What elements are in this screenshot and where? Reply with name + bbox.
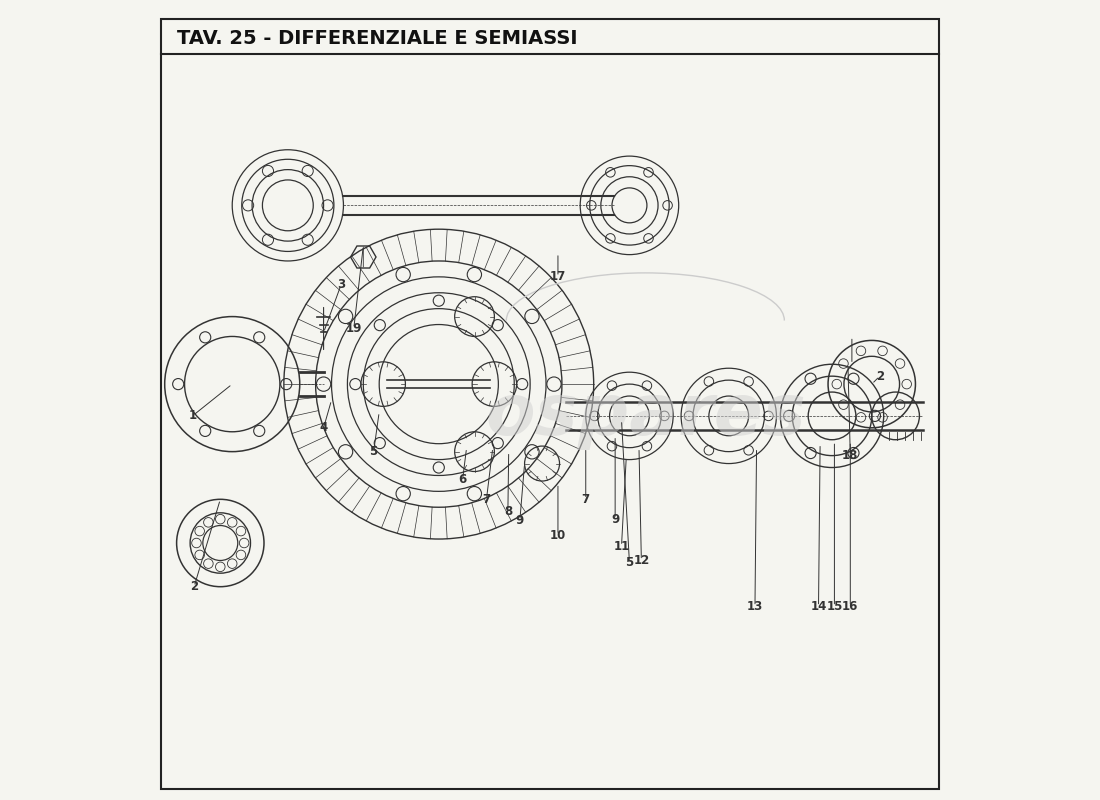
Text: 9: 9: [610, 513, 619, 526]
Text: 14: 14: [811, 600, 827, 613]
Text: ospares: ospares: [485, 382, 805, 450]
Text: 12: 12: [634, 554, 649, 567]
Text: 6: 6: [459, 473, 466, 486]
Text: TAV. 25 - DIFFERENZIALE E SEMIASSI: TAV. 25 - DIFFERENZIALE E SEMIASSI: [177, 29, 578, 48]
Text: 13: 13: [747, 600, 763, 613]
Text: 8: 8: [504, 505, 512, 518]
Text: 4: 4: [319, 422, 328, 434]
Text: 2: 2: [190, 580, 198, 593]
Text: 5: 5: [625, 556, 634, 570]
Text: 7: 7: [483, 493, 491, 506]
Text: 7: 7: [582, 493, 590, 506]
Text: 17: 17: [550, 270, 566, 283]
Text: 3: 3: [337, 278, 345, 291]
Text: 16: 16: [843, 600, 858, 613]
Text: 9: 9: [516, 514, 524, 527]
Text: 2: 2: [876, 370, 883, 382]
Text: 19: 19: [345, 322, 362, 335]
Text: 11: 11: [614, 540, 629, 553]
Text: 1: 1: [188, 410, 197, 422]
Text: 18: 18: [843, 449, 858, 462]
Text: 5: 5: [370, 445, 377, 458]
Text: 15: 15: [826, 600, 843, 613]
Text: 10: 10: [550, 529, 566, 542]
